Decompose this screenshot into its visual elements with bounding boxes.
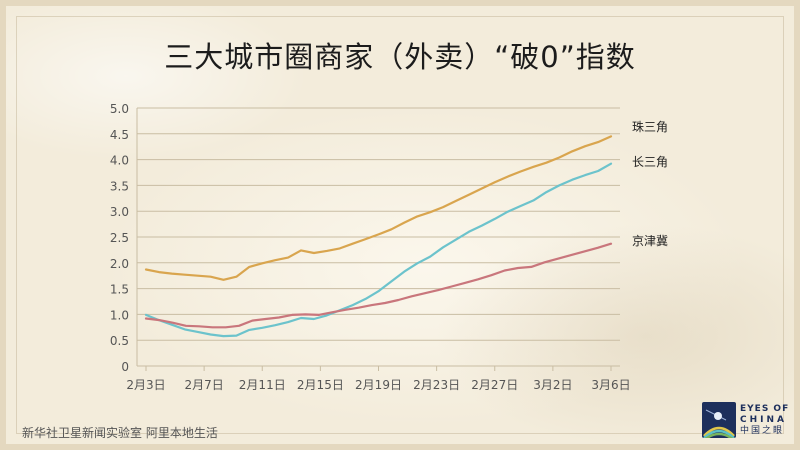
y-tick-label: 0 [121, 360, 129, 374]
legend-label: 珠三角 [632, 120, 668, 134]
logo-line-1: EYES OF [740, 404, 790, 414]
y-tick-label: 5.0 [110, 102, 129, 116]
series-line-2 [144, 242, 613, 329]
y-tick-label: 0.5 [110, 334, 129, 348]
source-credit: 新华社卫星新闻实验室 阿里本地生活 [22, 426, 218, 440]
series-line-1 [144, 162, 613, 338]
x-tick-label: 2月19日 [355, 378, 402, 392]
y-tick-label: 3.5 [110, 179, 129, 193]
y-tick-label: 1.5 [110, 283, 129, 297]
x-tick-label: 3月2日 [533, 378, 572, 392]
logo-line-2: CHINA [740, 415, 787, 425]
x-tick-label: 2月27日 [471, 378, 518, 392]
x-axis: 2月3日 2月7日 2月11日 2月15日 2月19日 2月23日 2月27日 3月2日 3月6… [126, 366, 631, 392]
y-axis-ticks: 0 0.5 1.0 1.5 2.0 2.5 3.0 3.5 4.0 4.5 5.0 [110, 102, 129, 374]
chart-title: 三大城市圈商家（外卖）“破0”指数 [164, 40, 636, 74]
series-line-0 [144, 135, 613, 281]
y-tick-label: 1.0 [110, 308, 129, 322]
logo-line-3: 中国之眼 [740, 426, 785, 436]
decorative-border [16, 16, 784, 434]
x-tick-label: 2月23日 [413, 378, 460, 392]
series-lines [144, 135, 613, 338]
x-tick-label: 2月7日 [184, 378, 223, 392]
grid-lines [136, 107, 620, 367]
satellite-icon [702, 402, 736, 438]
x-tick-label: 2月11日 [239, 378, 286, 392]
legend-label: 长三角 [632, 155, 668, 169]
y-tick-label: 2.0 [110, 257, 129, 271]
x-tick-label: 3月6日 [591, 378, 630, 392]
y-tick-label: 2.5 [110, 231, 129, 245]
x-tick-label: 2月15日 [297, 378, 344, 392]
y-tick-label: 3.0 [110, 205, 129, 219]
x-tick-label: 2月3日 [126, 378, 165, 392]
legend-label: 京津冀 [632, 234, 668, 248]
y-tick-label: 4.0 [110, 154, 129, 168]
y-tick-label: 4.5 [110, 128, 129, 142]
eyes-of-china-logo: EYES OF CHINA 中国之眼 [702, 402, 794, 442]
